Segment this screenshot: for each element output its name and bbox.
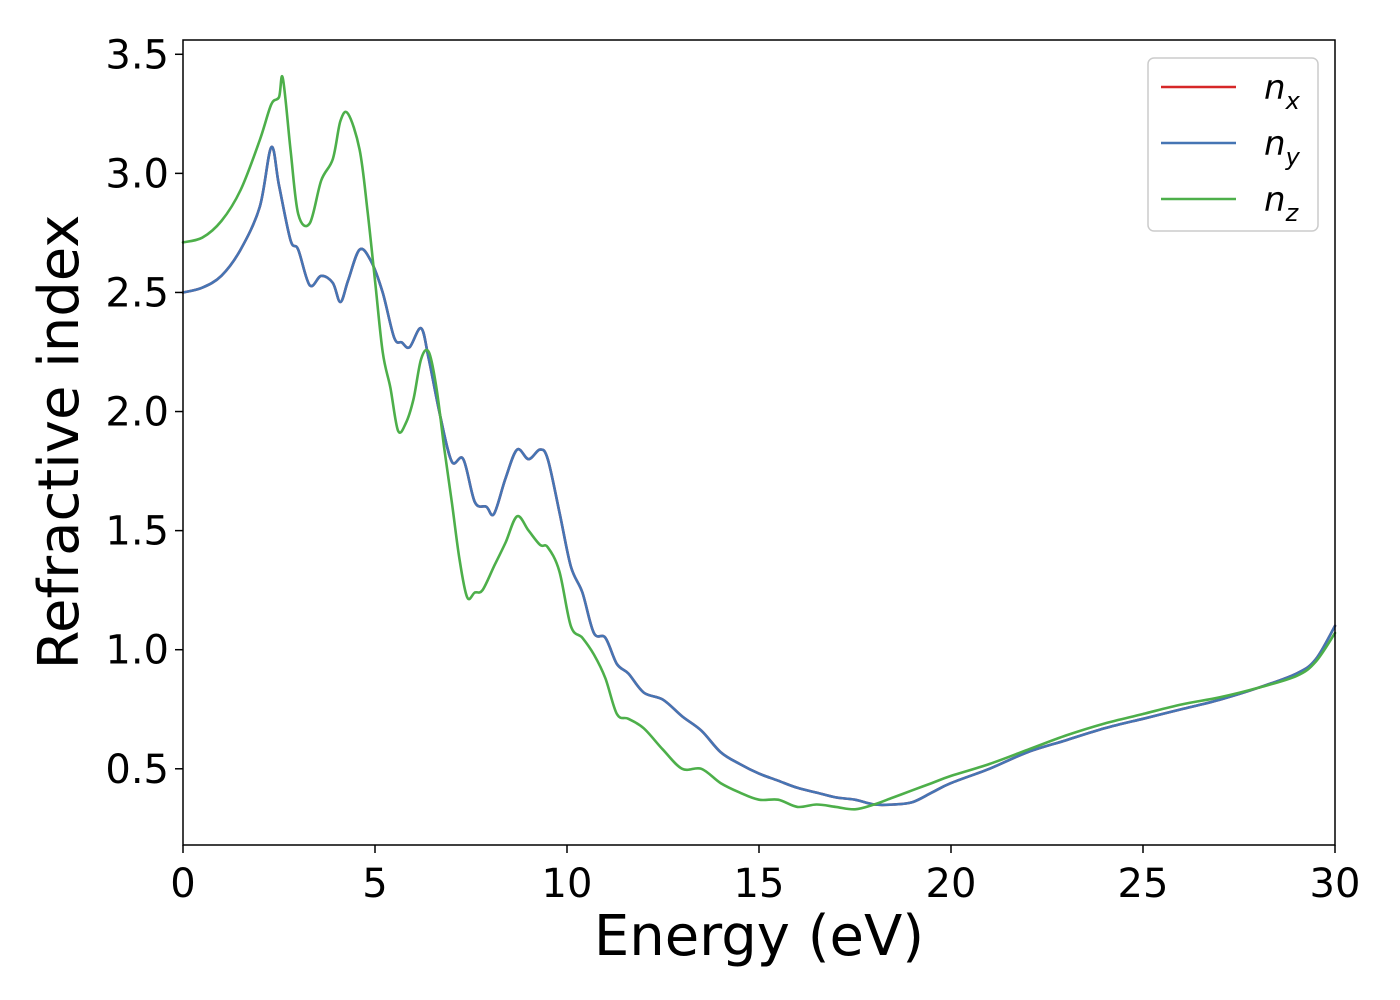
- legend-label-subscript: z: [1285, 199, 1300, 227]
- x-tick-label: 0: [170, 861, 195, 907]
- series-layer: [181, 74, 1337, 811]
- x-tick-label: 20: [926, 861, 977, 907]
- x-tick-label: 10: [542, 861, 593, 907]
- x-axis-title: Energy (eV): [594, 904, 924, 969]
- x-axis-ticks: 0 5 10 15 20 25 30: [170, 845, 1360, 907]
- x-tick-label: 25: [1118, 861, 1169, 907]
- y-tick-label: 0.5: [105, 747, 169, 793]
- x-tick-label: 30: [1310, 861, 1361, 907]
- series-line-ny: [181, 145, 1337, 807]
- y-tick-label: 3.5: [105, 32, 169, 78]
- legend-box: [1147, 57, 1319, 232]
- y-tick-label: 1.0: [105, 628, 169, 674]
- series-line-nz: [181, 74, 1337, 811]
- y-axis-title: Refractive index: [27, 215, 92, 670]
- y-axis-ticks: 0.5 1.0 1.5 2.0 2.5 3.0 3.5: [105, 32, 183, 793]
- y-tick-label: 3.0: [105, 151, 169, 197]
- legend-label-subscript: y: [1285, 143, 1301, 171]
- x-tick-label: 5: [362, 861, 387, 907]
- x-tick-label: 15: [734, 861, 785, 907]
- y-tick-label: 2.0: [105, 390, 169, 436]
- legend-label-subscript: x: [1285, 87, 1301, 115]
- y-tick-label: 2.5: [105, 270, 169, 316]
- y-tick-label: 1.5: [105, 509, 169, 555]
- plot-area: [183, 40, 1335, 845]
